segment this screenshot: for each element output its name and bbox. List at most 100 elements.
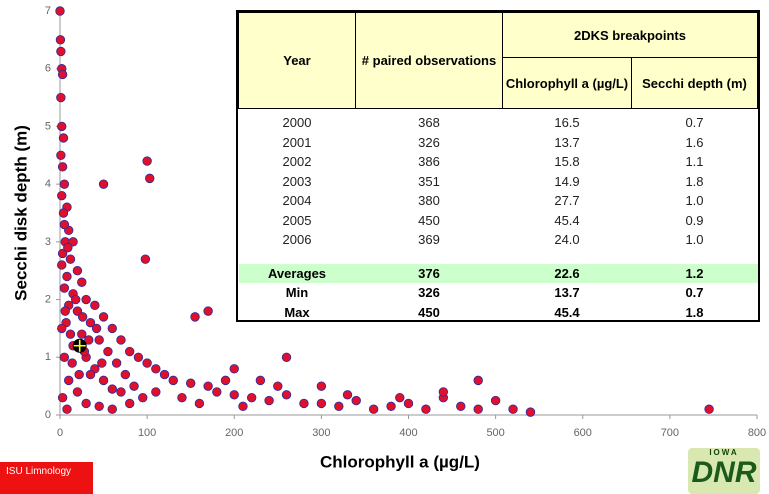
point xyxy=(77,277,87,287)
table-cell: 0.7 xyxy=(685,115,704,131)
breakpoint-table: Year # paired observations 2DKS breakpoi… xyxy=(236,10,760,322)
point xyxy=(57,121,67,132)
table-cell: 1.8 xyxy=(685,173,704,189)
x-tick-label: 0 xyxy=(57,427,63,439)
table-cell: 1.0 xyxy=(685,232,704,248)
x-tick-label: 700 xyxy=(661,427,679,439)
table-cell: 1.6 xyxy=(685,134,704,150)
point xyxy=(103,346,113,357)
table-cell: 27.7 xyxy=(554,193,580,209)
x-tick-label: 300 xyxy=(312,427,330,439)
y-axis-label: Secchi disk depth (m) xyxy=(11,125,30,301)
point xyxy=(67,358,77,368)
point xyxy=(65,254,76,264)
point xyxy=(316,398,327,409)
point xyxy=(151,387,161,397)
point xyxy=(58,133,69,143)
table-row: 2002 386 15.8 1.1 xyxy=(239,152,758,172)
point xyxy=(94,335,104,345)
table-cell: 1.0 xyxy=(685,193,704,209)
point xyxy=(57,190,67,201)
point xyxy=(145,173,155,184)
spacer xyxy=(239,250,758,264)
point xyxy=(59,283,70,293)
table-cell: 22.6 xyxy=(502,263,632,283)
table-cell: 376 xyxy=(355,263,503,283)
point xyxy=(299,398,309,409)
point xyxy=(81,398,91,409)
y-tick-label: 4 xyxy=(45,178,51,190)
point xyxy=(59,352,70,362)
point xyxy=(94,401,104,412)
table-row: 2001 326 13.7 1.6 xyxy=(239,133,758,153)
header-cell: # paired observations xyxy=(355,12,503,109)
point xyxy=(56,150,66,160)
point xyxy=(220,375,231,386)
header-cell: Secchi depth (m) xyxy=(631,57,758,109)
point xyxy=(255,375,266,386)
point xyxy=(120,369,131,380)
table-cell: 2006 xyxy=(282,232,312,248)
point xyxy=(142,358,152,368)
y-tick-label: 3 xyxy=(45,236,51,248)
point xyxy=(107,404,117,414)
point xyxy=(203,381,213,391)
table-row: 2003 351 14.9 1.8 xyxy=(239,172,758,192)
point xyxy=(65,329,76,339)
table-cell: 380 xyxy=(418,193,440,209)
table-row: Averages 376 22.6 1.2 xyxy=(238,263,758,283)
point xyxy=(490,395,501,406)
point xyxy=(142,156,152,166)
table-cell: 351 xyxy=(418,173,440,189)
point xyxy=(508,404,518,414)
table-cell: 450 xyxy=(418,304,440,320)
header-cell: Year xyxy=(238,12,356,109)
point xyxy=(229,390,239,400)
x-tick-label: 100 xyxy=(138,427,156,439)
table-cell: 2001 xyxy=(282,134,312,150)
x-tick-label: 500 xyxy=(486,427,504,439)
point xyxy=(64,375,74,386)
point xyxy=(151,364,161,374)
spacer-cell xyxy=(239,250,758,264)
point xyxy=(57,260,67,270)
point xyxy=(57,392,68,403)
point xyxy=(133,352,144,362)
point xyxy=(57,69,68,80)
point xyxy=(159,369,170,380)
point xyxy=(55,35,66,45)
point xyxy=(386,401,396,412)
point xyxy=(140,254,151,264)
x-axis-label: Chlorophyll a (µg/L) xyxy=(320,452,480,471)
point xyxy=(281,352,292,362)
point xyxy=(63,242,73,253)
point xyxy=(403,398,414,409)
table-cell: 386 xyxy=(418,154,440,170)
point xyxy=(84,335,94,345)
highlight-marker xyxy=(72,338,87,353)
table-cell: 326 xyxy=(418,285,440,301)
point xyxy=(72,387,83,397)
point xyxy=(168,375,178,386)
table-cell: 0.7 xyxy=(685,285,704,301)
highlight-cross xyxy=(73,339,86,352)
table-cell: 326 xyxy=(418,134,440,150)
point xyxy=(98,375,109,386)
logo: IOWA DNR xyxy=(688,448,760,494)
table-cell: 2003 xyxy=(282,173,312,189)
point xyxy=(351,395,361,406)
point xyxy=(55,6,65,16)
y-tick-label: 1 xyxy=(45,351,51,363)
point xyxy=(456,401,466,412)
table-cell: 2005 xyxy=(282,212,312,228)
table-cell: 16.5 xyxy=(554,115,580,131)
point xyxy=(129,381,139,391)
point xyxy=(72,306,83,316)
point xyxy=(334,401,344,412)
point xyxy=(77,312,88,322)
point xyxy=(342,390,353,400)
table-cell: Max xyxy=(284,304,310,320)
point xyxy=(85,317,96,328)
